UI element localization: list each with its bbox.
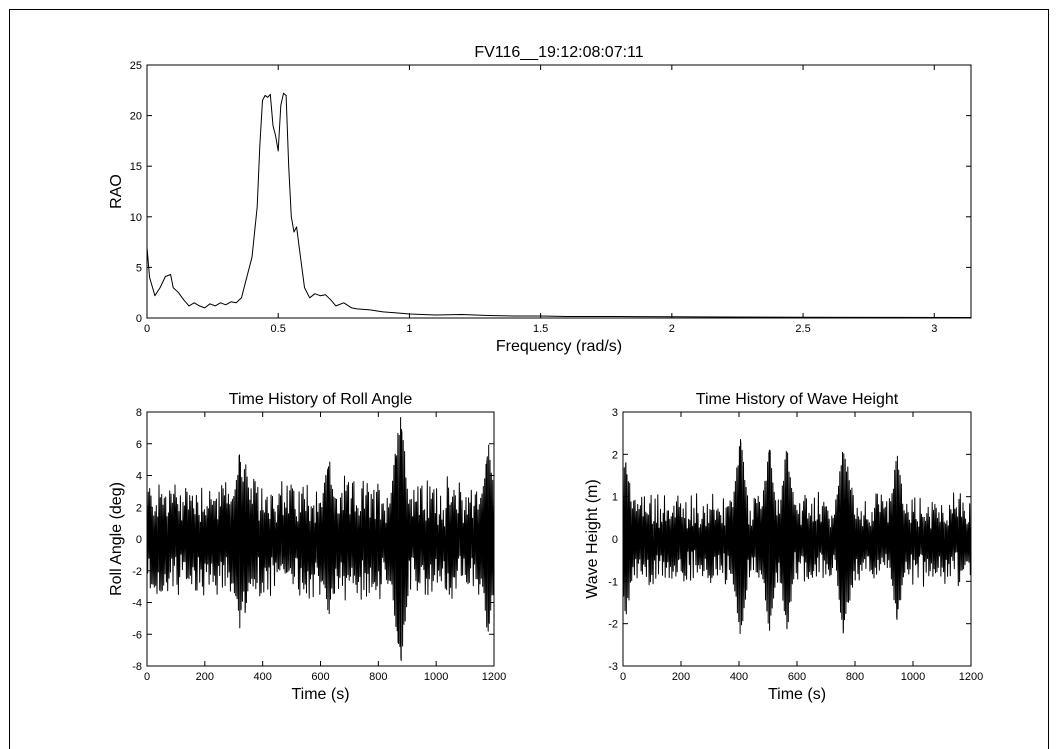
x-tick-label: 200	[672, 671, 690, 683]
x-tick-label: 800	[369, 671, 387, 683]
y-tick-label: 8	[136, 407, 142, 419]
series-line	[146, 417, 495, 661]
x-axis-label: Time (s)	[291, 686, 349, 703]
plot-title: Time History of Roll Angle	[229, 391, 413, 408]
y-tick-label: 0	[136, 534, 142, 546]
x-tick-label: 1200	[959, 671, 983, 683]
y-tick-label: -3	[608, 661, 618, 673]
x-tick-label: 1000	[901, 671, 925, 683]
series-line	[146, 92, 972, 318]
x-tick-label: 400	[730, 671, 748, 683]
y-tick-label: 4	[136, 471, 142, 483]
x-tick-label: 600	[788, 671, 806, 683]
x-tick-label: 0	[144, 671, 150, 683]
wave-height-time-history-plot: 0 200 400 600 800 1000 1200 -3 -2 -1 0 1 2 3 Time Hist…	[584, 391, 983, 703]
y-tick-label: -2	[132, 566, 142, 578]
y-tick-label: 2	[612, 449, 618, 461]
x-axis-label: Frequency (rad/s)	[496, 338, 622, 355]
y-axis-label: RAO	[108, 174, 125, 209]
x-tick-label: 2.5	[795, 323, 810, 335]
y-tick-label: -1	[608, 576, 618, 588]
series-line	[622, 439, 972, 634]
y-tick-label: 0	[612, 534, 618, 546]
y-tick-label: 15	[130, 161, 142, 173]
x-tick-label: 1200	[482, 671, 506, 683]
y-tick-label: 3	[612, 407, 618, 419]
figure-frame	[9, 9, 1049, 749]
y-tick-label: 1	[612, 492, 618, 504]
x-tick-label: 0	[620, 671, 626, 683]
x-tick-label: 400	[253, 671, 271, 683]
x-tick-label: 200	[196, 671, 214, 683]
x-tick-label: 1	[406, 323, 412, 335]
x-tick-label: 3	[931, 323, 937, 335]
y-tick-label: 5	[136, 262, 142, 274]
roll-angle-time-history-plot: 0 200 400 600 800 1000 1200 -8 -6 -4 -2 0 2 4 6 8 Time H…	[108, 391, 506, 703]
x-tick-label: 800	[846, 671, 864, 683]
plot-title: FV116__19:12:08:07:11	[474, 44, 643, 61]
x-tick-label: 1.5	[533, 323, 548, 335]
x-tick-label: 0.5	[271, 323, 286, 335]
y-tick-label: -2	[608, 619, 618, 631]
y-tick-label: 20	[130, 111, 142, 123]
y-tick-label: 10	[130, 212, 142, 224]
y-tick-label: -4	[132, 598, 142, 610]
y-tick-label: -8	[132, 661, 142, 673]
plot-area-box	[146, 64, 972, 319]
plot-title: Time History of Wave Height	[696, 391, 899, 408]
y-tick-label: 6	[136, 439, 142, 451]
y-tick-label: 25	[130, 60, 142, 72]
x-tick-label: 1000	[424, 671, 448, 683]
x-tick-label: 2	[669, 323, 675, 335]
y-tick-label: 2	[136, 502, 142, 514]
rao-spectrum-plot: 0 0.5 1 1.5 2 2.5 3 0 5 10 15 20 25 FV116__19:12:08:0…	[108, 44, 972, 355]
y-tick-label: -6	[132, 629, 142, 641]
x-tick-label: 600	[311, 671, 329, 683]
y-axis-label: Roll Angle (deg)	[108, 482, 125, 596]
y-tick-label: 0	[136, 313, 142, 325]
x-tick-label: 0	[144, 323, 150, 335]
y-axis-label: Wave Height (m)	[584, 479, 601, 598]
x-axis-label: Time (s)	[768, 686, 826, 703]
